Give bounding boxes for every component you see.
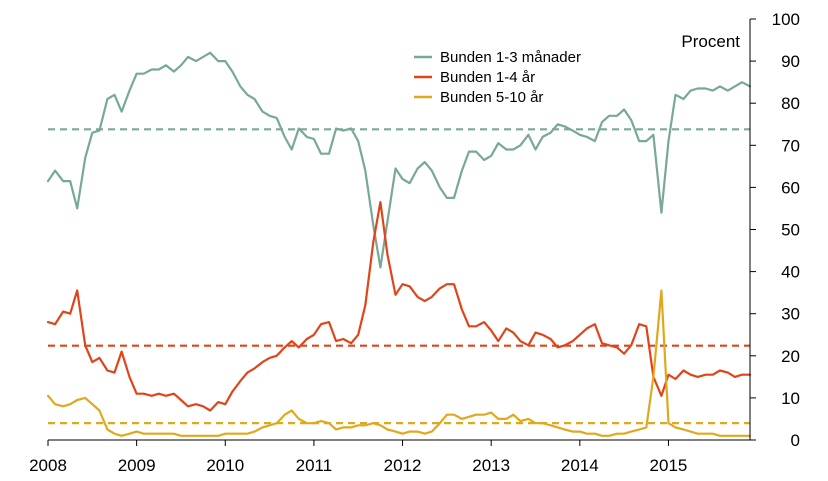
x-tick-label: 2009 [118,456,156,475]
series-layer [46,51,752,437]
legend-label: Bunden 1-4 år [440,69,535,86]
y-tick-label: 40 [781,263,800,282]
y-tick-label: 50 [781,221,800,240]
y-tick-label: 90 [781,52,800,71]
y-tick-label: 60 [781,178,800,197]
y-tick-label: 80 [781,94,800,113]
y-axis: 0 10 20 30 40 50 60 70 80 90 100 [749,10,800,450]
y-tick-label: 10 [781,389,800,408]
x-tick-label: 2015 [650,456,688,475]
x-axis: 2008 2009 2010 2011 2012 2013 2014 2015 [29,439,750,475]
x-tick-label: 2010 [206,456,244,475]
x-tick-label: 2012 [384,456,422,475]
y-tick-label: 0 [791,431,800,450]
legend: Bunden 1-3 månader Bunden 1-4 år Bunden 5-… [414,49,581,106]
series-3-line [46,289,752,437]
unit-label: Procent [681,32,740,51]
legend-label: Bunden 5-10 år [440,89,543,106]
y-tick-label: 20 [781,347,800,366]
x-tick-label: 2014 [561,456,599,475]
legend-label: Bunden 1-3 månader [440,49,581,66]
series-1-line [46,51,752,269]
y-tick-label: 30 [781,305,800,324]
y-tick-label: 70 [781,136,800,155]
series-2-line [46,201,752,412]
y-tick-label: 100 [772,10,800,29]
x-tick-label: 2013 [472,456,510,475]
x-tick-label: 2008 [29,456,67,475]
x-tick-label: 2011 [296,456,333,475]
